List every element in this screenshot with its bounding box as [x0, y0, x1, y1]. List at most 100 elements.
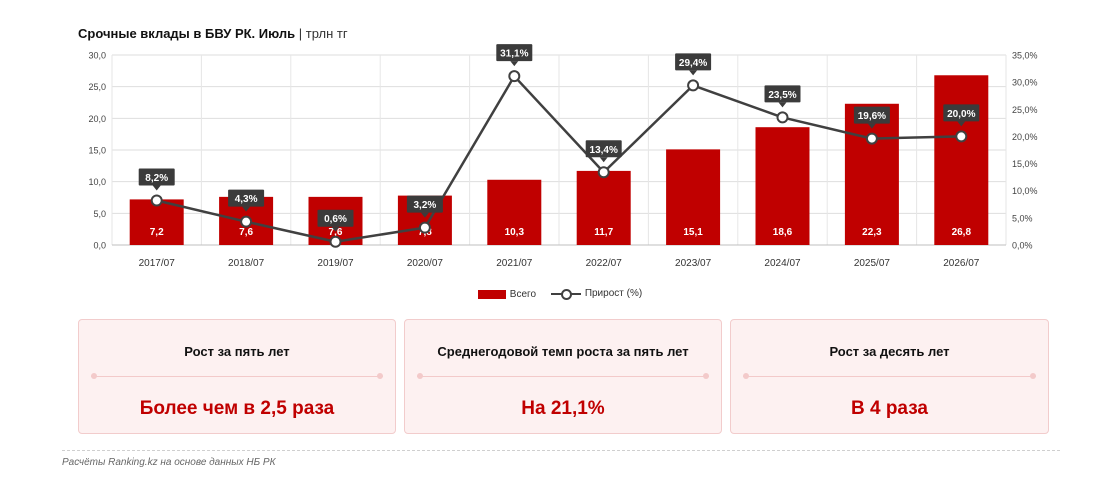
growth-label-text: 23,5% [768, 90, 796, 101]
growth-label-box [585, 140, 622, 158]
growth-label-text: 19,6% [858, 111, 886, 122]
y-left-tick-label: 0,0 [93, 241, 106, 251]
growth-label-text: 13,4% [590, 145, 618, 156]
growth-label-box [228, 189, 265, 207]
bar [487, 179, 542, 245]
stat-card-title: Рост за пять лет [184, 344, 290, 359]
growth-label-text: 31,1% [500, 49, 528, 60]
chart-legend: Всего Прирост (%) [0, 288, 1120, 302]
x-tick-label: 2021/07 [496, 258, 533, 269]
source-note: Расчёты Ranking.kz на основе данных НБ Р… [62, 457, 276, 468]
bar [576, 170, 631, 245]
y-left-tick-label: 25,0 [88, 82, 106, 92]
legend-line-swatch [550, 288, 581, 300]
x-tick-label: 2018/07 [228, 258, 265, 269]
growth-label-text: 8,2% [145, 173, 168, 184]
growth-label-pointer [510, 61, 519, 67]
growth-label-box [406, 195, 443, 213]
growth-label-text: 4,3% [235, 194, 258, 205]
y-right-tick-label: 10,0% [1012, 186, 1038, 196]
legend-item-bar: Всего [477, 288, 537, 300]
growth-point [955, 130, 968, 143]
bar-value-label: 10,3 [505, 227, 525, 238]
stat-card-value: Более чем в 2,5 раза [139, 398, 335, 419]
growth-label-pointer [778, 102, 787, 108]
chart-title-unit: | трлн тг [298, 26, 348, 41]
growth-label-box [138, 168, 175, 186]
legend-item-line: Прирост (%) [550, 288, 643, 300]
y-right-tick-label: 15,0% [1012, 159, 1038, 169]
stat-card-divider [417, 373, 709, 379]
growth-label-box [317, 209, 354, 227]
x-tick-label: 2026/07 [943, 258, 980, 269]
bar [666, 149, 721, 245]
y-right-tick-label: 5,0% [1012, 213, 1033, 223]
y-right-tick-label: 0,0% [1012, 241, 1033, 251]
growth-label-pointer [242, 206, 251, 212]
growth-point [418, 221, 431, 234]
growth-label-text: 20,0% [947, 109, 975, 120]
x-tick-label: 2022/07 [586, 258, 623, 269]
chart-title: Срочные вклады в БВУ РК. Июль | трлн тг [78, 26, 348, 41]
x-tick-label: 2025/07 [854, 258, 891, 269]
x-tick-label: 2023/07 [675, 258, 712, 269]
footer-divider [62, 450, 1060, 451]
growth-label-text: 29,4% [679, 58, 707, 69]
growth-label-box [764, 85, 801, 103]
bar [755, 127, 810, 245]
stat-card-value: В 4 раза [850, 398, 928, 419]
y-left-tick-label: 20,0 [88, 114, 106, 124]
growth-point [687, 79, 700, 92]
bar [129, 199, 184, 245]
y-right-tick-label: 30,0% [1012, 78, 1038, 88]
stat-card-ten-year-growth: Рост за десять лет В 4 раза [730, 319, 1049, 434]
y-left-tick-label: 30,0 [88, 51, 106, 61]
growth-label-box [943, 104, 980, 122]
legend-bar-swatch [477, 289, 506, 299]
growth-label-pointer [599, 157, 608, 163]
y-right-tick-label: 35,0% [1012, 51, 1038, 61]
y-left-tick-label: 5,0 [93, 209, 106, 219]
x-tick-label: 2019/07 [317, 258, 354, 269]
growth-point [597, 166, 610, 179]
legend-bar-label: Всего [509, 288, 537, 300]
bar [934, 75, 989, 246]
y-right-tick-label: 20,0% [1012, 132, 1038, 142]
growth-label-box [496, 44, 533, 62]
y-left-tick-label: 10,0 [88, 177, 106, 187]
growth-point [865, 132, 878, 145]
chart: 0,0 5,0 10,0 15,0 20,0 25,0 30,0 0,0% 5,0% 10,0% 1… [88, 44, 1038, 269]
x-tick-label: 2017/07 [139, 258, 176, 269]
stat-card-title: Среднегодовой темп роста за пять лет [437, 344, 689, 359]
growth-label-pointer [152, 185, 161, 191]
stat-card-five-year-growth: Рост за пять лет Более чем в 2,5 раза [78, 319, 396, 434]
growth-label-pointer [867, 123, 876, 129]
x-tick-label: 2020/07 [407, 258, 444, 269]
growth-point [508, 70, 521, 83]
stat-card-value: На 21,1% [521, 398, 605, 419]
x-tick-label: 2024/07 [764, 258, 801, 269]
growth-line [156, 74, 962, 243]
stat-card-title: Рост за десять лет [829, 344, 950, 359]
growth-label-pointer [420, 212, 429, 218]
bar-value-label: 7,6 [239, 227, 253, 238]
bar-value-label: 11,7 [594, 227, 613, 238]
bar-value-label: 15,1 [683, 227, 703, 238]
stat-card-divider [743, 373, 1036, 379]
growth-point [776, 111, 789, 124]
growth-label-box [853, 106, 890, 124]
bar-value-label: 26,8 [952, 227, 972, 238]
growth-point [150, 194, 163, 207]
legend-line-label: Прирост (%) [584, 288, 643, 299]
growth-label-text: 3,2% [414, 200, 437, 211]
bar-value-label: 18,6 [773, 227, 793, 238]
growth-point [329, 235, 342, 248]
growth-label-box [675, 53, 712, 71]
growth-label-pointer [957, 121, 966, 127]
growth-label-text: 0,6% [324, 214, 347, 225]
growth-label-pointer [689, 70, 698, 76]
bar-value-label: 7,2 [150, 227, 164, 238]
growth-point [240, 215, 253, 228]
bar-value-label: 22,3 [862, 227, 882, 238]
chart-title-text: Срочные вклады в БВУ РК. Июль [78, 26, 296, 41]
